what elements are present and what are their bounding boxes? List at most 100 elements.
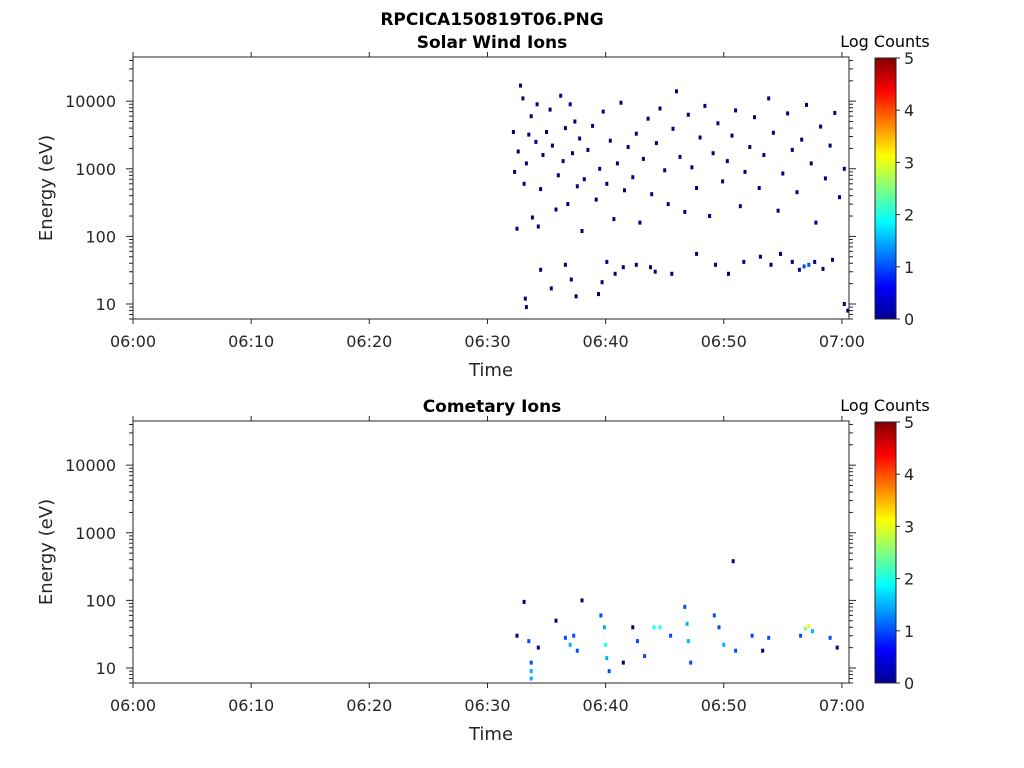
data-cell — [652, 625, 656, 630]
data-cell — [658, 106, 662, 111]
colorbar-cometary — [874, 421, 897, 684]
data-cell — [631, 625, 635, 630]
data-cell — [819, 124, 823, 129]
data-cell — [742, 259, 746, 264]
data-cell — [550, 143, 554, 148]
y-tick-label: 10 — [96, 659, 116, 678]
data-cell — [814, 220, 818, 225]
colorbar-tick-label: 1 — [904, 622, 914, 641]
data-cell — [643, 654, 647, 659]
panel-title-cometary: Cometary Ions — [423, 397, 562, 417]
axes-frame-solar-wind — [132, 56, 850, 320]
data-cell — [670, 271, 674, 276]
data-cell — [529, 114, 533, 119]
x-tick-label: 06:20 — [346, 332, 392, 351]
data-cell — [527, 639, 531, 644]
data-cell — [757, 186, 761, 190]
data-cell — [646, 116, 650, 121]
data-cell — [521, 96, 525, 101]
data-cell — [636, 639, 639, 644]
data-cell — [828, 143, 832, 148]
data-cell — [721, 179, 725, 184]
y-axis-label-solar-wind: Energy (eV) — [36, 135, 57, 241]
colorbar-tick-label: 1 — [904, 258, 914, 277]
x-axis-label-cometary: Time — [468, 724, 513, 745]
data-cell — [529, 676, 533, 681]
data-cell — [771, 130, 775, 135]
data-cell — [621, 265, 625, 270]
data-cell — [600, 280, 604, 285]
data-cell — [549, 286, 553, 291]
data-cell — [658, 625, 662, 630]
x-tick-label: 07:00 — [819, 696, 865, 715]
data-cell — [753, 115, 756, 120]
data-cell — [683, 604, 687, 609]
data-cell — [695, 251, 699, 256]
data-cell — [513, 169, 517, 174]
data-cell — [821, 266, 825, 271]
data-cell — [683, 209, 687, 214]
data-cell — [619, 100, 623, 105]
data-cell — [601, 109, 605, 114]
data-cell — [725, 159, 729, 164]
data-cell — [800, 137, 804, 142]
data-cell — [807, 262, 811, 267]
data-cell — [607, 669, 611, 674]
y-tick-label: 10000 — [65, 92, 116, 111]
y-ticks-solar-wind: 10 100 1000 10000 — [65, 59, 856, 320]
data-cell — [559, 93, 563, 98]
x-axis-label-solar-wind: Time — [468, 360, 513, 381]
x-tick-label: 06:30 — [464, 696, 510, 715]
data-cell — [663, 168, 667, 173]
colorbar-tick-label: 3 — [904, 517, 914, 536]
data-cell — [582, 177, 586, 182]
x-tick-label: 06:50 — [701, 696, 747, 715]
data-cell — [554, 207, 558, 212]
data-cell — [813, 259, 817, 264]
data-cell — [591, 123, 595, 128]
data-cell — [515, 633, 519, 638]
data-cell — [598, 166, 602, 171]
data-cell — [597, 292, 600, 297]
data-cell — [539, 267, 543, 272]
heatmap-solar-wind — [511, 83, 850, 313]
data-cell — [594, 197, 598, 202]
data-cell — [527, 132, 531, 137]
data-cell — [686, 639, 690, 644]
data-cell — [571, 151, 574, 156]
colorbar-ticks-cometary: 0 1 2 3 4 5 — [896, 413, 914, 693]
y-tick-label: 100 — [85, 591, 116, 610]
data-cell — [574, 294, 578, 299]
data-cell — [716, 121, 720, 126]
data-cell — [522, 181, 526, 186]
colorbar-solar-wind — [874, 57, 897, 320]
data-cell — [786, 111, 790, 116]
data-cell — [605, 259, 609, 264]
y-tick-label: 100 — [85, 227, 116, 246]
data-cell — [524, 161, 528, 166]
data-cell — [511, 130, 515, 134]
y-tick-label: 1000 — [75, 160, 116, 179]
x-ticks-solar-wind: 06:00 06:10 06:20 06:30 06:40 06:50 07:00 — [110, 52, 865, 351]
data-cell — [612, 217, 616, 222]
x-tick-label: 06:40 — [583, 332, 629, 351]
data-cell — [779, 251, 782, 256]
data-cell — [738, 204, 742, 209]
data-cell — [758, 254, 762, 259]
x-tick-label: 06:50 — [701, 332, 747, 351]
panel-title-solar-wind: Solar Wind Ions — [417, 33, 568, 53]
data-cell — [548, 107, 552, 112]
data-cell — [714, 262, 717, 267]
colorbar-tick-label: 0 — [904, 674, 914, 693]
figure-title: RPCICA150819T06.PNG — [380, 10, 603, 30]
colorbar-tick-label: 5 — [904, 49, 914, 68]
heatmap-cometary — [515, 559, 839, 681]
colorbar-tick-label: 3 — [904, 153, 914, 172]
data-cell — [535, 102, 539, 107]
colorbar-ticks-solar-wind: 0 1 2 3 4 5 — [896, 49, 914, 329]
data-cell — [572, 633, 576, 638]
data-cell — [730, 133, 734, 138]
data-cell — [750, 633, 754, 638]
x-ticks-cometary: 06:00 06:10 06:20 06:30 06:40 06:50 07:00 — [110, 416, 865, 715]
